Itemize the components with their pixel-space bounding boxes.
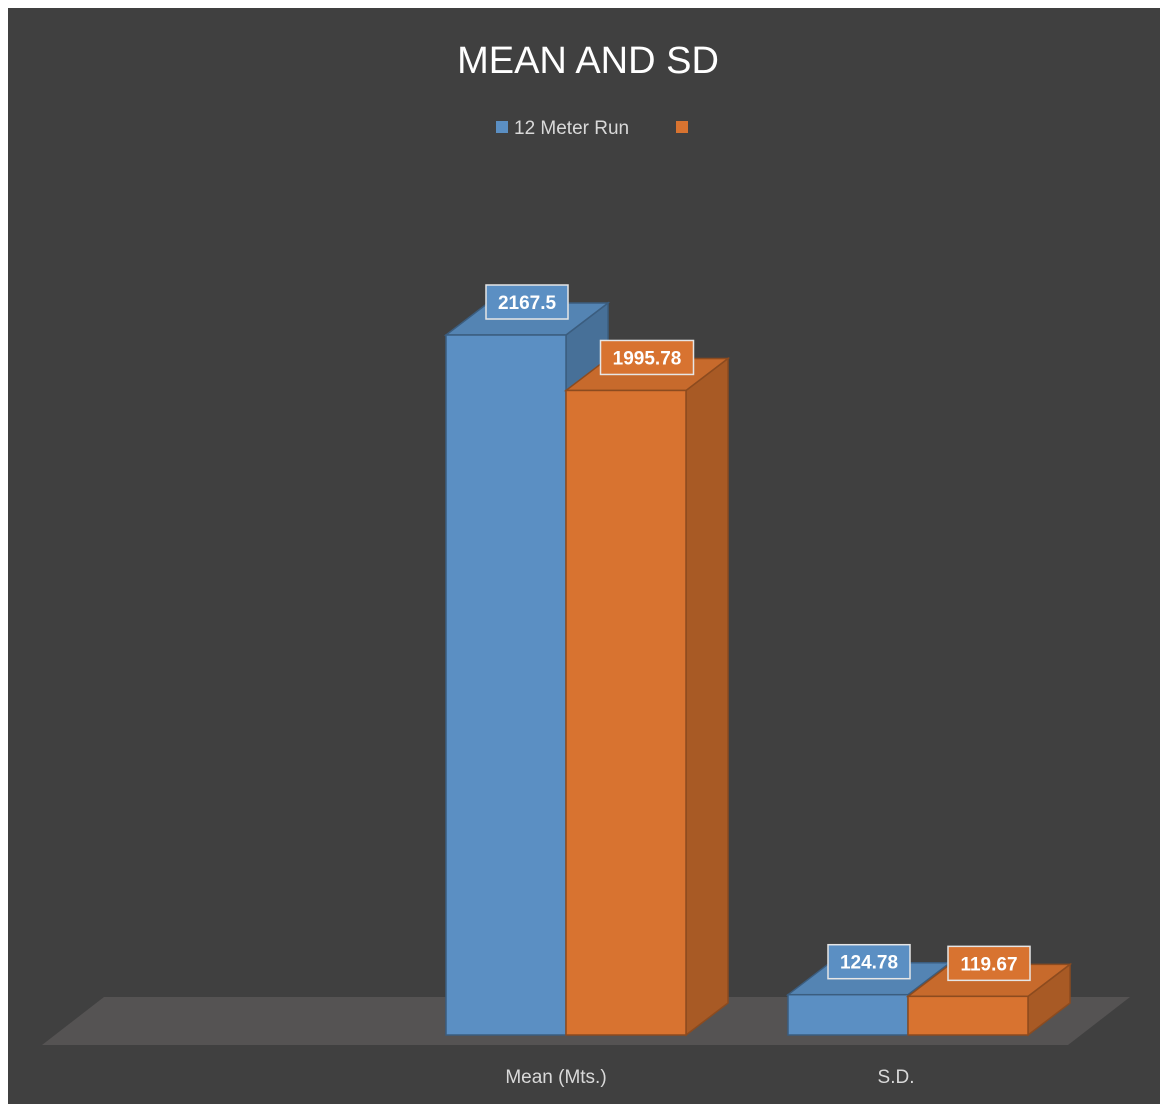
chart-title: MEAN AND SD (457, 40, 719, 82)
data-label-box (947, 945, 1031, 982)
data-label-text: 124.78 (840, 953, 898, 974)
data-label-box (827, 943, 911, 980)
x-tick-label-mean: Mean (Mts.) (505, 1067, 606, 1088)
data-label-text: 2167.5 (498, 293, 557, 314)
x-axis-labels: Mean (Mts.) S.D. (505, 1067, 914, 1088)
data-label-text: 1995.78 (613, 348, 682, 369)
data-label-12-meter-run-s-d: 124.78 (827, 943, 911, 980)
bar-series-2-mean-mts (563, 356, 731, 1037)
bar-front-face (787, 993, 909, 1036)
legend-label-12-meter-run: 12 Meter Run (514, 118, 629, 139)
x-tick-label-sd: S.D. (878, 1067, 915, 1088)
bar-front-face (445, 334, 567, 1036)
data-label-box (485, 284, 569, 320)
data-label-text: 119.67 (960, 954, 1017, 975)
data-label-series-2-s-d: 119.67 (947, 945, 1031, 982)
legend-swatch-12-meter-run (496, 121, 508, 133)
legend-swatch-series-2 (676, 121, 688, 133)
data-label-series-2-mean-mts: 1995.78 (599, 339, 695, 376)
bar-front-face (565, 389, 687, 1036)
chart-legend: 12 Meter Run (496, 118, 688, 139)
bars-layer: 2167.5 1995.78 124.78 119.67 (443, 284, 1073, 1037)
data-label-box (599, 339, 695, 376)
bar-front-face (907, 995, 1029, 1036)
data-label-12-meter-run-mean-mts: 2167.5 (485, 284, 569, 320)
bar-side-face (685, 356, 729, 1037)
